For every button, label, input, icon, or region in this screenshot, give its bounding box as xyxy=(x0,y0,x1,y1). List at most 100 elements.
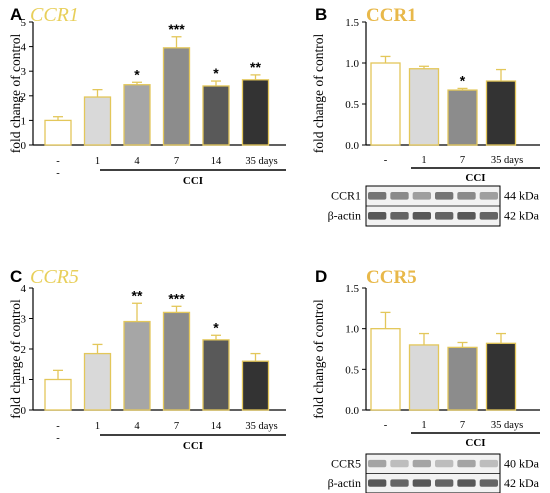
bar xyxy=(485,80,517,146)
y-tick-label: 0.0 xyxy=(345,405,359,417)
category-label: 1 xyxy=(421,420,426,431)
y-tick-label: 1 xyxy=(21,375,27,387)
bar xyxy=(202,339,230,411)
significance-label: ** xyxy=(132,287,143,303)
category-label: 35 days xyxy=(491,155,523,166)
bar xyxy=(485,342,517,411)
y-tick-label: 5 xyxy=(21,17,27,29)
bar xyxy=(44,119,72,146)
bar xyxy=(241,360,270,411)
category-label: 14 xyxy=(211,421,222,432)
y-tick-label: 0.5 xyxy=(345,99,359,111)
bar xyxy=(370,62,401,146)
blot-band xyxy=(390,212,409,220)
category-label: 35 days xyxy=(245,156,277,167)
y-axis-label: fold change of control xyxy=(8,33,23,153)
bar xyxy=(162,47,191,146)
blot-band xyxy=(435,479,454,487)
y-tick-label: 0.5 xyxy=(345,364,359,376)
significance-label: * xyxy=(134,66,140,82)
bar xyxy=(123,84,151,146)
blot-row-label: CCR5 xyxy=(331,456,361,470)
category-label: - xyxy=(384,420,388,431)
blot-size-label: 42 kDa xyxy=(504,476,540,490)
blot-band xyxy=(390,192,409,200)
blot-band xyxy=(412,212,431,220)
y-tick-label: 3 xyxy=(21,66,27,78)
blot-row-label: β-actin xyxy=(328,209,361,223)
y-tick-label: 1.5 xyxy=(345,17,359,29)
bar xyxy=(408,344,440,411)
bar xyxy=(83,352,112,411)
panel-a: A CCR1 0 1 2 3 4 5 fold change of control -- 1 * 4… xyxy=(8,4,286,187)
blot-band xyxy=(435,212,454,220)
panel-c: C CCR5 0 1 2 3 4 fold change of control -- 1 ** 4… xyxy=(8,266,286,452)
category-label: - xyxy=(56,156,60,167)
y-tick-label: 0.0 xyxy=(345,140,359,152)
category-label: 1 xyxy=(95,156,100,167)
blot-band xyxy=(457,459,476,468)
y-axis-label: fold change of control xyxy=(311,33,326,153)
panel-letter-b: B xyxy=(315,5,327,24)
panel-c-title: CCR5 xyxy=(30,266,79,288)
category-label: 7 xyxy=(174,421,179,432)
blot-band xyxy=(457,212,476,220)
blot-band xyxy=(457,479,476,487)
blot-band xyxy=(479,212,498,220)
y-tick-label: 2 xyxy=(21,344,27,356)
blot-size-label: 44 kDa xyxy=(504,189,540,203)
panel-d: D CCR5 0.0 0.5 1.0 1.5 fold change of contro… xyxy=(311,267,540,493)
panel-letter-a: A xyxy=(10,5,22,24)
bar xyxy=(123,320,151,411)
panel-d-title: CCR5 xyxy=(366,267,417,288)
blot-band xyxy=(368,192,387,200)
blot-band xyxy=(479,192,498,200)
blot-band xyxy=(368,459,387,468)
category-label: 1 xyxy=(421,155,426,166)
category-label-secondary: - xyxy=(56,168,60,179)
y-axis-label: fold change of control xyxy=(311,299,326,419)
category-label-secondary: - xyxy=(56,433,60,444)
y-tick-label: 3 xyxy=(21,314,27,326)
significance-label: * xyxy=(460,72,466,88)
panel-a-title: CCR1 xyxy=(30,4,79,26)
blot-band xyxy=(479,459,498,468)
bar xyxy=(447,89,478,146)
blot-band xyxy=(412,192,431,200)
bar xyxy=(162,311,191,411)
category-label: 1 xyxy=(95,421,100,432)
bar xyxy=(44,378,72,411)
category-label: 4 xyxy=(134,156,140,167)
significance-label: ** xyxy=(250,59,261,75)
significance-label: *** xyxy=(168,290,185,306)
group-label: CCI xyxy=(465,437,485,449)
panel-b-title: CCR1 xyxy=(366,5,417,26)
blot-band xyxy=(390,479,409,487)
panel-letter-c: C xyxy=(10,267,22,286)
blot-band xyxy=(435,192,454,200)
y-tick-label: 4 xyxy=(21,283,27,295)
category-label: 35 days xyxy=(245,421,277,432)
panel-b: B CCR1 0.0 0.5 1.0 1.5 fold change of contro… xyxy=(311,5,540,227)
category-label: 7 xyxy=(174,156,179,167)
category-label: 35 days xyxy=(491,420,523,431)
blot-band xyxy=(368,479,387,487)
blot-band xyxy=(479,479,498,487)
blot-band xyxy=(412,459,431,468)
bar xyxy=(83,96,112,146)
y-axis-label: fold change of control xyxy=(8,299,23,419)
y-tick-label: 1.0 xyxy=(345,324,359,336)
category-label: - xyxy=(384,155,388,166)
blot-row-label: β-actin xyxy=(328,476,361,490)
y-tick-label: 0 xyxy=(21,140,27,152)
group-label: CCI xyxy=(465,172,485,184)
significance-label: *** xyxy=(168,21,185,37)
blot-row-label: CCR1 xyxy=(331,189,361,203)
group-label: CCI xyxy=(183,440,203,452)
category-label: 14 xyxy=(211,156,222,167)
bar xyxy=(202,85,230,146)
blot-band xyxy=(412,479,431,487)
y-tick-label: 0 xyxy=(21,405,27,417)
y-tick-label: 1.0 xyxy=(345,58,359,70)
